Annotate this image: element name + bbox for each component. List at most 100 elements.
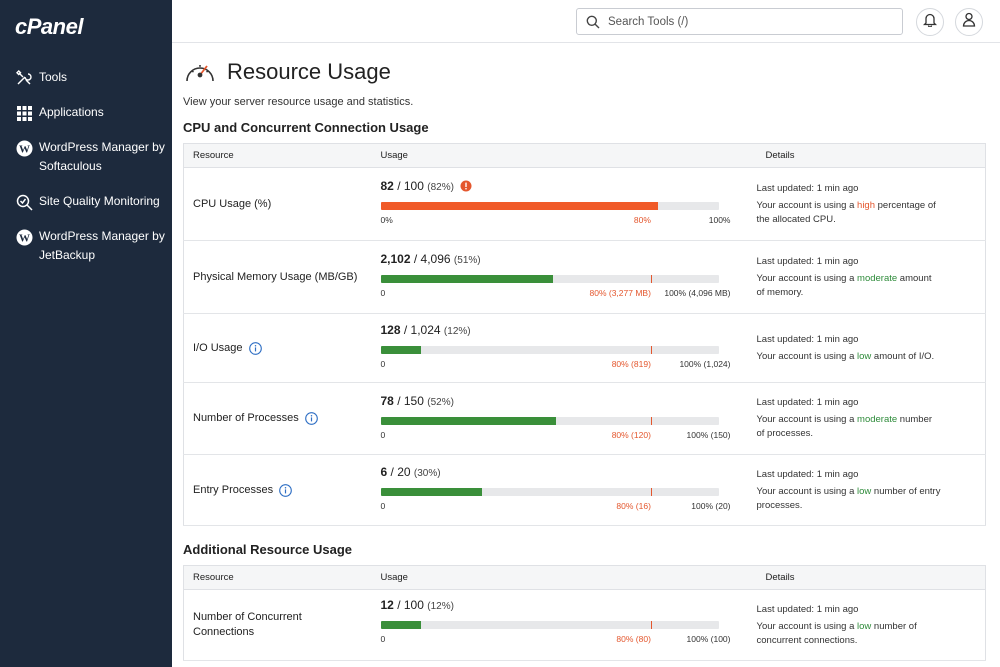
usage-total: 100: [403, 598, 424, 612]
section-title: Additional Resource Usage: [183, 542, 353, 557]
usage-level: low: [857, 620, 872, 632]
usage-used: 82: [380, 179, 394, 193]
resource-sections: CPU and Concurrent Connection Usage Resou…: [183, 120, 987, 661]
resource-name-text: CPU Usage (%): [193, 197, 272, 210]
resource-cell: Number of Concurrent Connections: [183, 589, 372, 661]
sidebar-item-applications[interactable]: Applications: [0, 101, 172, 124]
usage-message: Your account is using a moderate amount …: [757, 272, 942, 300]
usage-cell: 6 / 20 (30%) 0 80% (16) 100% (20): [371, 454, 757, 526]
scale-threshold: 80% (120): [611, 429, 651, 440]
usage-percent: (82%): [427, 182, 454, 193]
usage-cell: 82 / 100 (82%) 0% 80% 100%: [371, 167, 757, 241]
search-check-icon: [15, 193, 33, 211]
last-updated: Last updated: 1 min ago: [756, 333, 859, 345]
sidebar-item-wordpress-jetbackup[interactable]: W WordPress Manager by JetBackup: [0, 225, 172, 267]
svg-text:W: W: [19, 232, 30, 244]
info-icon[interactable]: [304, 412, 318, 425]
last-updated: Last updated: 1 min ago: [756, 255, 859, 267]
notifications-button[interactable]: [916, 8, 944, 36]
resource-cell: Number of Processes: [183, 382, 372, 455]
scale-max: 100% (4,096 MB): [664, 288, 731, 298]
usage-bar: [380, 416, 719, 425]
usage-message-prefix: Your account is using a: [756, 485, 858, 497]
usage-message-suffix: amount of memory.: [756, 272, 932, 298]
sidebar-item-wordpress-softaculous[interactable]: W WordPress Manager by Softaculous: [0, 136, 172, 178]
scale-min: 0: [380, 634, 386, 644]
threshold-marker: [650, 346, 652, 354]
search-input[interactable]: [608, 15, 888, 28]
bell-icon: [922, 12, 938, 32]
scale-threshold: 80% (819): [611, 359, 651, 369]
resource-cell: CPU Usage (%): [183, 167, 372, 241]
usage-level: moderate: [857, 414, 898, 425]
top-bar: [172, 0, 1000, 43]
scale-threshold: 80% (3,277 MB): [589, 288, 651, 298]
scale-min: 0%: [380, 215, 393, 225]
sidebar-nav: Tools Applications W WordPress Manager b…: [0, 66, 172, 279]
page-header: Resource Usage: [183, 57, 987, 87]
usage-value: 2,102 / 4,096 (51%): [380, 252, 481, 266]
sidebar: cPanel Tools Applications W WordPress Ma…: [0, 0, 172, 667]
usage-bar: [380, 488, 719, 496]
details-cell: Last updated: 1 min ago Your account is u…: [756, 167, 986, 241]
resource-name: Entry Processes: [193, 483, 292, 498]
scale-min: 0: [380, 429, 386, 440]
cpanel-logo[interactable]: cPanel: [15, 14, 83, 39]
usage-bar: [380, 202, 719, 210]
search-box[interactable]: [576, 8, 903, 35]
page-subtitle: View your server resource usage and stat…: [183, 96, 414, 108]
wordpress-icon: W: [15, 228, 33, 246]
resource-table: Resource Usage Details CPU Usage (%) 82 / 10…: [183, 143, 986, 526]
usage-value: 78 / 150 (52%): [380, 393, 454, 408]
resource-name-text: Entry Processes: [193, 483, 274, 496]
column-header-details: Details: [756, 143, 986, 168]
resource-name: Number of Processes: [193, 411, 318, 426]
table-row: Physical Memory Usage (MB/GB) 2,102 / 4,0…: [183, 240, 986, 314]
sidebar-item-label: Site Quality Monitoring: [39, 194, 160, 208]
usage-details: Last updated: 1 min ago Your account is u…: [757, 396, 986, 441]
last-updated: Last updated: 1 min ago: [756, 603, 859, 615]
sidebar-item-tools[interactable]: Tools: [0, 66, 172, 89]
table-row: Entry Processes 6 / 20 (30%) 0 80% (16) 100%…: [183, 454, 986, 526]
usage-percent: (30%): [413, 468, 441, 479]
scale-threshold: 80% (80): [616, 634, 651, 644]
usage-bar-fill: [380, 488, 482, 496]
column-header-resource: Resource: [183, 143, 372, 168]
info-icon[interactable]: [248, 341, 262, 355]
usage-message-prefix: Your account is using a: [756, 414, 858, 425]
alert-icon: [460, 180, 472, 192]
usage-message-prefix: Your account is using a: [756, 350, 858, 362]
page-title: Resource Usage: [227, 59, 391, 84]
threshold-marker: [650, 488, 652, 496]
column-header-usage: Usage: [371, 143, 757, 168]
usage-bar-fill: [380, 416, 557, 425]
speedometer-icon: [183, 57, 217, 87]
usage-percent: (52%): [427, 396, 454, 408]
scale-threshold: 80%: [633, 215, 651, 225]
usage-meter: 78 / 150 (52%) 0 80% (120) 100% (150): [372, 388, 757, 450]
user-menu-button[interactable]: [955, 8, 983, 36]
usage-meter: 6 / 20 (30%) 0 80% (16) 100% (20): [372, 459, 757, 521]
usage-details: Last updated: 1 min ago Your account is u…: [757, 333, 986, 364]
last-updated: Last updated: 1 min ago: [756, 397, 859, 408]
sidebar-item-site-quality[interactable]: Site Quality Monitoring: [0, 190, 172, 213]
usage-bar-fill: [380, 621, 422, 629]
usage-level: moderate: [857, 272, 898, 284]
usage-percent: (12%): [427, 601, 454, 612]
scale-min: 0: [380, 288, 386, 298]
usage-message: Your account is using a low number of co…: [757, 620, 942, 648]
usage-message-suffix: number of concurrent connections.: [756, 620, 917, 646]
scale-max: 100%: [708, 215, 731, 225]
usage-message-prefix: Your account is using a: [756, 199, 858, 211]
info-icon[interactable]: [279, 483, 292, 497]
usage-used: 12: [380, 598, 394, 612]
column-header-resource: Resource: [183, 565, 372, 590]
scale-max: 100% (100): [686, 634, 731, 644]
usage-bar-fill: [380, 275, 553, 283]
usage-details: Last updated: 1 min ago Your account is u…: [757, 468, 986, 513]
usage-used: 128: [380, 323, 401, 337]
sidebar-item-label: Tools: [39, 70, 68, 84]
threshold-marker: [650, 416, 652, 425]
resource-name-text: I/O Usage: [193, 341, 243, 354]
usage-value: 12 / 100 (12%): [380, 598, 454, 612]
